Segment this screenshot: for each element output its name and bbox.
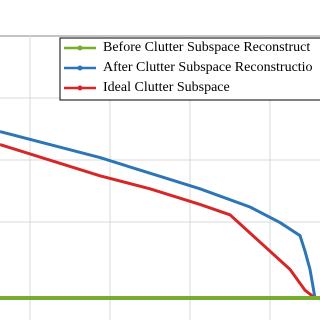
legend: Before Clutter Subspace Reconstruct After…	[64, 40, 313, 95]
data-line	[0, 130, 317, 299]
legend-marker	[77, 85, 83, 91]
legend-box	[59, 37, 320, 101]
legend-label: After Clutter Subspace Reconstructio	[103, 60, 313, 75]
legend-label: Ideal Clutter Subspace	[103, 80, 230, 95]
legend-label: Before Clutter Subspace Reconstruct	[103, 40, 310, 55]
plot-area	[0, 130, 320, 300]
legend-marker	[77, 65, 83, 71]
data-line	[0, 143, 316, 300]
legend-marker	[77, 45, 83, 51]
